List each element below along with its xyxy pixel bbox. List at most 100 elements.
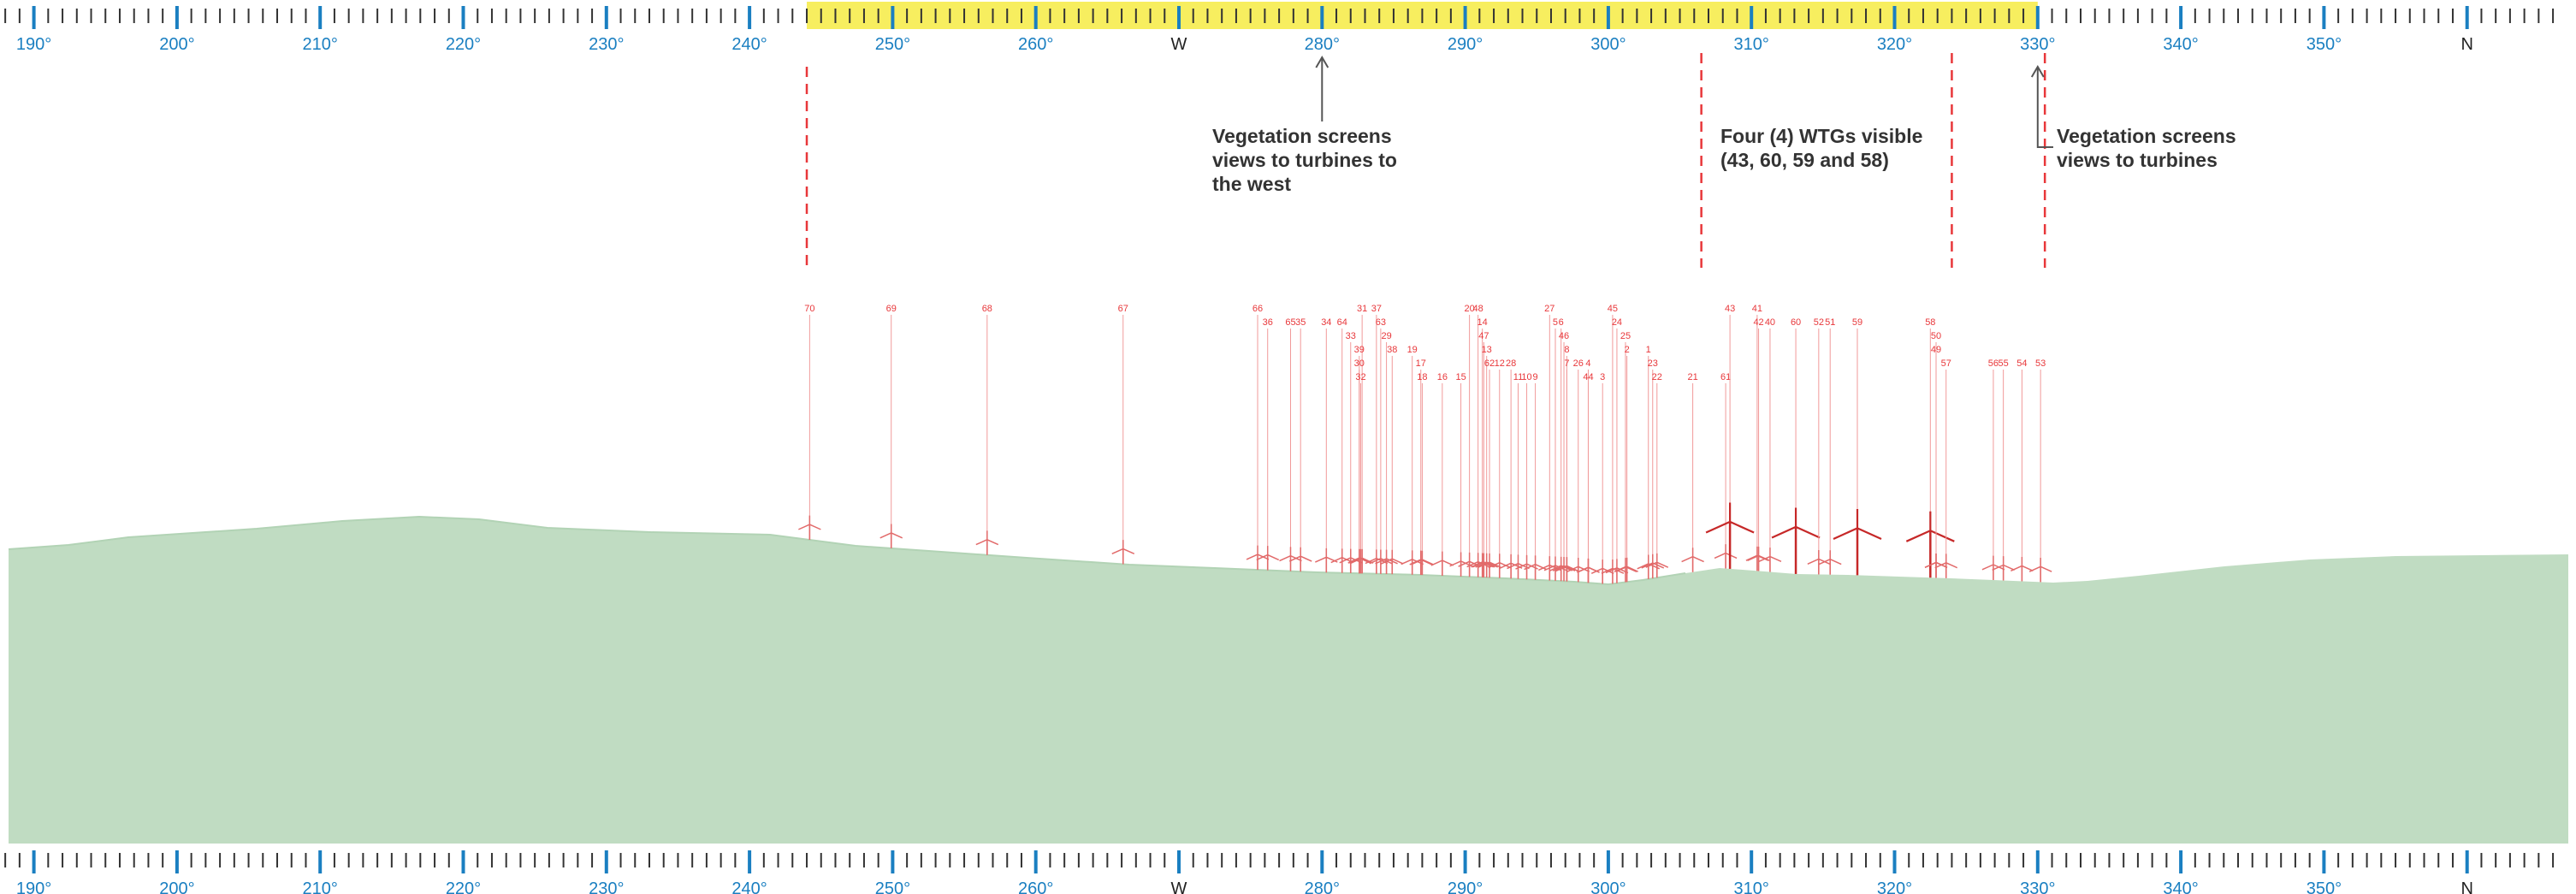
turbine-label: 20 bbox=[1464, 304, 1474, 314]
scale-top-label-7: 260° bbox=[1018, 35, 1053, 54]
annotation-text: views to turbines bbox=[2057, 149, 2218, 171]
turbine-label: 40 bbox=[1765, 317, 1775, 328]
turbine-36: 36 bbox=[1256, 317, 1280, 571]
turbine-70: 70 bbox=[798, 304, 821, 541]
scale-top-label-16: 350° bbox=[2307, 35, 2342, 54]
turbine-33: 33 bbox=[1339, 331, 1363, 573]
turbine-label: 26 bbox=[1573, 358, 1584, 369]
annotation-text: (43, 60, 59 and 58) bbox=[1720, 149, 1889, 171]
turbine-label: 17 bbox=[1416, 358, 1426, 369]
turbine-label: 62 bbox=[1484, 358, 1495, 369]
scale-top-label-17: N bbox=[2461, 35, 2472, 54]
turbine-38: 38 bbox=[1380, 345, 1404, 575]
turbine-40: 40 bbox=[1758, 317, 1782, 572]
annotation-text: Four (4) WTGs visible bbox=[1720, 125, 1922, 147]
scale-top-label-1: 200° bbox=[159, 35, 194, 54]
turbine-rotor bbox=[2028, 557, 2052, 572]
turbine-label: 12 bbox=[1495, 358, 1505, 369]
turbine-rotor bbox=[1758, 548, 1782, 563]
scale-bottom-label-8: W bbox=[1171, 879, 1187, 894]
turbine-label: 2 bbox=[1625, 345, 1630, 355]
scale-bottom-label-10: 290° bbox=[1448, 879, 1483, 894]
scale-top-label-6: 250° bbox=[875, 35, 910, 54]
turbine-label: 55 bbox=[1999, 358, 2009, 369]
scale-top-label-8: W bbox=[1171, 35, 1187, 54]
scale-bottom-label-1: 200° bbox=[159, 879, 194, 894]
turbine-rotor bbox=[1111, 540, 1135, 555]
turbine-label: 24 bbox=[1612, 317, 1622, 328]
turbine-rotor bbox=[1524, 555, 1547, 571]
turbine-rotor bbox=[1349, 548, 1372, 564]
turbine-label: 36 bbox=[1263, 317, 1273, 328]
scale-top-label-11: 300° bbox=[1590, 35, 1626, 54]
turbine-rotor bbox=[1555, 557, 1578, 572]
turbine-rotor bbox=[1256, 546, 1280, 561]
turbine-rotor bbox=[1705, 502, 1755, 534]
turbine-rotor bbox=[1315, 548, 1338, 563]
scale-bottom-label-13: 320° bbox=[1877, 879, 1912, 894]
turbine-rotor bbox=[1905, 511, 1955, 542]
turbine-label: 18 bbox=[1417, 372, 1427, 382]
turbine-56: 56 bbox=[1981, 358, 2005, 580]
turbine-label: 63 bbox=[1376, 317, 1386, 328]
turbine-57: 57 bbox=[1934, 358, 1958, 578]
turbine-label: 8 bbox=[1564, 345, 1569, 355]
scale-bottom-label-17: N bbox=[2461, 879, 2472, 894]
turbine-label: 25 bbox=[1620, 331, 1631, 341]
turbine-5: 5 bbox=[1543, 317, 1567, 581]
turbine-label: 57 bbox=[1941, 358, 1951, 369]
turbine-rotor bbox=[1411, 550, 1434, 565]
turbine-rotor bbox=[1934, 554, 1958, 569]
annotation-text: Vegetation screens bbox=[2057, 125, 2236, 147]
terrain bbox=[8, 515, 2568, 844]
turbine-rotor bbox=[1288, 547, 1312, 562]
scale-bottom-label-6: 250° bbox=[875, 879, 910, 894]
turbine-label: 42 bbox=[1753, 317, 1763, 328]
annotation-1: Four (4) WTGs visible(43, 60, 59 and 58) bbox=[1720, 125, 1922, 171]
turbine-37: 37 bbox=[1365, 304, 1389, 574]
turbine-label: 31 bbox=[1357, 304, 1367, 314]
turbine-69: 69 bbox=[879, 304, 903, 548]
turbine-rotor bbox=[1714, 544, 1738, 559]
turbine-label: 3 bbox=[1600, 372, 1605, 382]
turbine-rotor bbox=[1681, 548, 1704, 563]
turbine-label: 58 bbox=[1925, 317, 1935, 328]
turbine-34: 34 bbox=[1315, 317, 1338, 573]
turbine-label: 9 bbox=[1533, 372, 1538, 382]
turbine-rotor bbox=[1645, 553, 1669, 568]
turbine-label: 14 bbox=[1477, 317, 1488, 328]
turbine-48: 48 bbox=[1466, 304, 1489, 577]
turbine-label: 21 bbox=[1687, 372, 1697, 382]
turbine-label: 67 bbox=[1118, 304, 1128, 314]
turbine-25: 25 bbox=[1614, 331, 1637, 583]
turbine-35: 35 bbox=[1288, 317, 1312, 572]
turbine-58: 58 bbox=[1905, 317, 1955, 578]
annotation-arrowhead bbox=[1315, 56, 1329, 68]
turbine-label: 66 bbox=[1252, 304, 1263, 314]
turbine-label: 15 bbox=[1455, 372, 1466, 382]
turbine-51: 51 bbox=[1818, 317, 1842, 575]
scale-bottom-label-5: 240° bbox=[731, 879, 767, 894]
turbine-label: 48 bbox=[1473, 304, 1483, 314]
annotation-leader bbox=[2036, 67, 2053, 148]
scale-top-label-2: 210° bbox=[303, 35, 338, 54]
turbine-label: 64 bbox=[1337, 317, 1347, 328]
turbine-28: 28 bbox=[1499, 358, 1523, 579]
turbine-16: 16 bbox=[1430, 372, 1454, 577]
scale-top-label-3: 220° bbox=[446, 35, 481, 54]
turbine-54: 54 bbox=[2010, 358, 2034, 582]
turbine-rotor bbox=[1577, 558, 1600, 573]
turbine-label: 51 bbox=[1825, 317, 1835, 328]
turbine-label: 43 bbox=[1725, 304, 1735, 314]
turbine-label: 60 bbox=[1791, 317, 1801, 328]
scale-bottom-label-9: 280° bbox=[1305, 879, 1340, 894]
turbine-label: 68 bbox=[982, 304, 992, 314]
scale-top-label-13: 320° bbox=[1877, 35, 1912, 54]
turbine-7: 7 bbox=[1555, 358, 1578, 582]
turbine-label: 33 bbox=[1346, 331, 1356, 341]
turbine-label: 7 bbox=[1564, 358, 1569, 369]
turbine-label: 46 bbox=[1559, 331, 1569, 341]
